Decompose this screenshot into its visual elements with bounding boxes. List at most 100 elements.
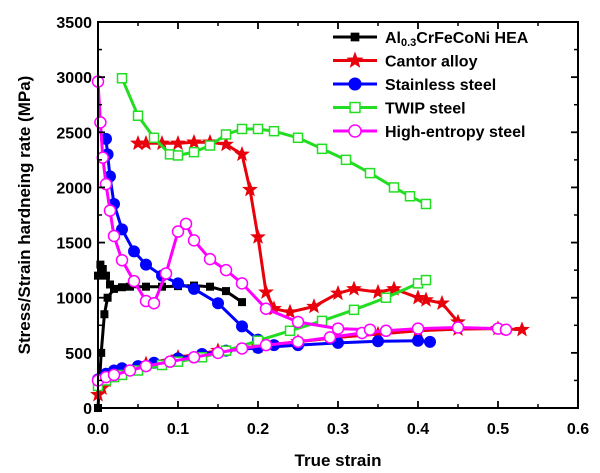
data-point — [259, 302, 273, 315]
data-point — [242, 181, 258, 197]
data-point — [204, 140, 216, 151]
data-point — [363, 323, 377, 336]
data-point — [420, 198, 432, 210]
data-point — [348, 304, 360, 316]
data-point — [98, 265, 107, 274]
data-point — [102, 271, 110, 280]
series-layer — [90, 72, 530, 412]
data-point — [236, 123, 248, 135]
legend-label: TWIP steel — [385, 101, 466, 118]
data-point — [238, 298, 246, 307]
data-point — [306, 298, 322, 314]
data-point — [292, 132, 304, 144]
y-tick-label: 500 — [65, 346, 92, 363]
data-point — [250, 228, 266, 244]
data-point — [420, 274, 432, 286]
data-point — [235, 277, 249, 290]
x-axis-title: True strain — [295, 451, 382, 470]
data-point — [159, 267, 173, 280]
legend-label: Stainless steel — [385, 77, 496, 94]
data-point — [132, 110, 144, 121]
data-point — [411, 322, 425, 335]
y-tick-label: 2000 — [56, 180, 92, 197]
y-tick-label: 2500 — [56, 125, 92, 142]
y-tick-label: 1000 — [56, 291, 92, 308]
y-tick-label: 3000 — [56, 70, 92, 87]
data-point — [220, 129, 232, 140]
data-point — [291, 315, 305, 329]
data-point — [364, 167, 376, 179]
data-point — [212, 297, 224, 310]
axes-layer: 0.0 0.1 0.2 0.3 0.4 0.5 0.6 0 500 1000 1500 2000 250… — [56, 15, 589, 438]
data-point — [222, 287, 230, 296]
data-point — [128, 245, 140, 258]
data-point — [370, 283, 386, 300]
data-point — [172, 277, 184, 290]
data-point — [118, 283, 126, 292]
data-point — [107, 368, 121, 382]
data-point — [142, 282, 150, 291]
data-point — [349, 101, 361, 114]
data-point — [316, 143, 328, 155]
data-point — [187, 234, 201, 247]
data-point — [188, 282, 200, 295]
y-tick-label: 0 — [83, 401, 92, 418]
data-point — [380, 292, 392, 303]
series-high-entropy-steel — [91, 75, 513, 387]
data-point — [291, 335, 305, 349]
legend-label: Cantor alloy — [385, 54, 478, 71]
data-point — [147, 296, 161, 310]
data-point — [211, 346, 225, 360]
series-line-hardening-rate — [136, 140, 460, 324]
data-point — [94, 116, 107, 129]
legend: Al0.3CrFeCoNi HEA Cantor alloy Stainless s… — [333, 30, 529, 141]
data-point — [148, 132, 160, 144]
data-point — [259, 338, 273, 352]
data-point — [188, 146, 200, 158]
x-tick-label: 0.6 — [567, 421, 589, 438]
y-tick-label: 1500 — [56, 236, 92, 253]
data-point — [103, 204, 117, 217]
data-point — [424, 335, 436, 348]
data-point — [386, 280, 402, 296]
data-point — [434, 294, 450, 310]
data-point — [103, 293, 112, 302]
data-point — [388, 182, 400, 193]
data-point — [123, 364, 137, 377]
data-point — [115, 253, 129, 267]
data-point — [234, 145, 250, 162]
data-point — [106, 280, 114, 289]
data-point — [284, 325, 296, 337]
x-tick-label: 0.3 — [327, 421, 349, 438]
data-point — [514, 321, 530, 337]
data-point — [348, 77, 362, 91]
data-point — [179, 217, 193, 231]
data-point — [206, 282, 214, 291]
y-axis-title: Stress/Strain hardneing rate (MPa) — [15, 76, 34, 355]
x-tick-label: 0.0 — [87, 421, 109, 438]
data-point — [116, 72, 128, 84]
data-point — [282, 303, 298, 319]
data-point — [171, 225, 185, 238]
data-point — [323, 331, 337, 344]
data-point — [331, 322, 345, 335]
data-point — [451, 321, 465, 334]
data-point — [107, 229, 121, 243]
data-point — [346, 280, 362, 296]
data-point — [404, 191, 416, 202]
legend-item-cantor-alloy: Cantor alloy — [333, 51, 478, 71]
data-point — [258, 283, 274, 300]
data-point — [140, 258, 152, 271]
y-tick-label: 3500 — [56, 15, 92, 32]
data-point — [172, 150, 184, 161]
x-tick-label: 0.4 — [407, 421, 429, 438]
data-point — [252, 123, 264, 135]
data-point — [346, 51, 364, 68]
data-point — [412, 334, 424, 347]
data-point — [163, 355, 177, 368]
x-tick-label: 0.1 — [167, 421, 189, 438]
data-point — [235, 342, 249, 355]
data-point — [379, 324, 393, 338]
legend-label: High-entropy steel — [385, 124, 525, 141]
